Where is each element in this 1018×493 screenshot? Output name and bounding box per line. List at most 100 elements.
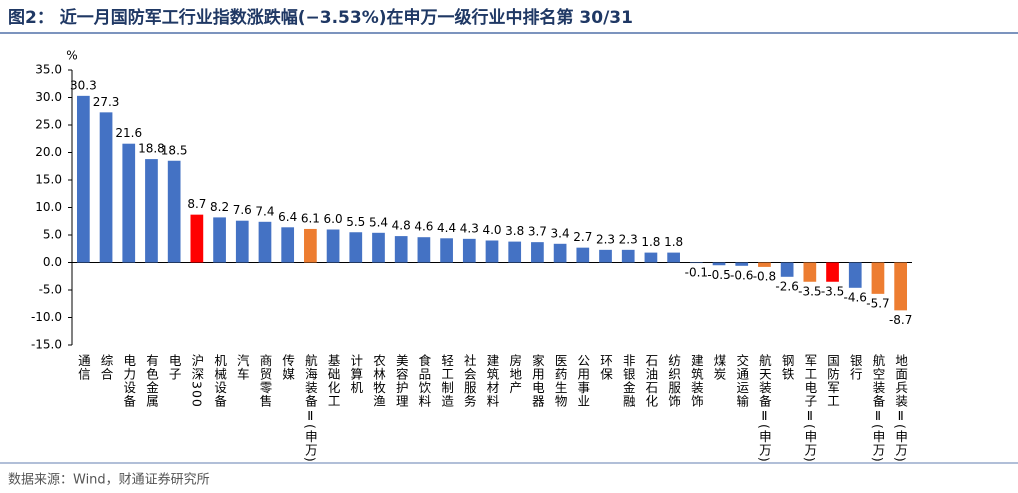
bar (644, 252, 658, 263)
x-tick-label: 房地产 (507, 353, 522, 395)
bar (258, 221, 272, 263)
bar (440, 238, 453, 263)
value-label: -2.6 (775, 279, 798, 293)
value-label: -0.8 (753, 269, 776, 283)
y-tick-label: 15.0 (35, 173, 62, 187)
value-label: 4.6 (414, 220, 433, 234)
x-tick-label: 纺织服饰 (666, 354, 681, 408)
value-label: -0.5 (707, 268, 730, 282)
bar (462, 238, 476, 263)
y-tick-label: 20.0 (35, 145, 62, 159)
value-label: 4.3 (460, 221, 479, 235)
x-tick-label: 基础化工 (326, 354, 341, 408)
y-tick-label: 0.0 (43, 255, 62, 269)
x-tick-label: 国防军工 (825, 354, 840, 408)
value-label: 2.3 (619, 232, 638, 246)
bar (349, 232, 363, 263)
value-label: 27.3 (93, 95, 120, 109)
x-tick-label: 航空装备Ⅱ(申万) (870, 353, 885, 463)
bar (758, 262, 771, 267)
value-label: 21.6 (115, 126, 142, 140)
x-tick-label: 非银金融 (621, 354, 636, 408)
x-tick-label: 地面兵装Ⅱ(申万) (893, 354, 908, 463)
bar (417, 237, 431, 263)
value-label: 1.8 (664, 235, 683, 249)
x-tick-label: 美容护理 (394, 354, 409, 408)
x-tick-label: 交通运输 (734, 353, 749, 408)
x-tick-label: 沪深300 (189, 354, 204, 408)
x-tick-label: 计算机 (348, 354, 363, 395)
bar (576, 247, 590, 263)
x-tick-label: 综合 (99, 354, 114, 381)
bar (621, 249, 635, 263)
bar (145, 159, 158, 263)
x-tick-label: 环保 (598, 354, 613, 381)
bar (213, 217, 226, 263)
x-tick-label: 航海装备Ⅱ(申万) (303, 353, 318, 463)
bar (667, 252, 680, 263)
y-tick-label: 25.0 (35, 118, 62, 132)
y-tick-label: -10.0 (31, 310, 62, 324)
bar (76, 95, 90, 263)
bar (531, 242, 544, 263)
bar (689, 262, 703, 264)
value-label: 18.8 (138, 142, 165, 156)
value-label: 6.0 (324, 212, 343, 226)
value-label: -0.6 (730, 268, 753, 282)
x-tick-label: 通信 (76, 354, 91, 381)
value-label: 3.7 (528, 225, 547, 239)
value-label: 4.0 (482, 223, 501, 237)
x-tick-label: 建筑装饰 (689, 354, 704, 408)
bar (553, 243, 567, 263)
bar (735, 262, 749, 266)
value-label: -5.7 (866, 296, 889, 310)
bar (122, 143, 136, 263)
bar (99, 112, 113, 263)
value-label: -3.5 (798, 284, 821, 298)
y-unit: % (66, 49, 77, 63)
x-tick-label: 社会服务 (462, 353, 477, 408)
y-tick-label: -15.0 (31, 338, 62, 352)
value-label: 7.6 (233, 203, 252, 217)
x-tick-label: 建筑材料 (485, 354, 500, 408)
bar (167, 160, 181, 263)
value-label: 4.4 (437, 221, 456, 235)
x-tick-label: 医药生物 (553, 354, 568, 408)
bar (235, 220, 249, 263)
bar (826, 262, 839, 282)
x-tick-label: 食品饮料 (416, 353, 431, 408)
x-tick-label: 电力设备 (121, 354, 136, 408)
bar (304, 228, 317, 263)
y-tick-label: 30.0 (35, 90, 62, 104)
x-tick-label: 轻工制造 (439, 354, 454, 408)
bar (281, 227, 295, 263)
value-label: 5.4 (369, 215, 388, 229)
bar (508, 241, 522, 263)
x-tick-label: 石油石化 (643, 354, 658, 408)
bar (712, 262, 726, 266)
x-tick-label: 电子 (167, 354, 182, 381)
bar (871, 262, 885, 294)
value-label: 2.3 (596, 232, 615, 246)
bar (394, 236, 408, 263)
bar (599, 249, 612, 263)
bar (485, 240, 499, 263)
x-tick-label: 钢铁 (780, 354, 795, 381)
value-label: -3.5 (821, 284, 844, 298)
value-label: -0.1 (685, 266, 708, 280)
y-tick-label: 35.0 (35, 63, 62, 77)
value-label: 3.8 (505, 224, 524, 238)
value-label: -4.6 (844, 290, 867, 304)
x-tick-label: 银行 (848, 354, 863, 381)
x-tick-label: 农林牧渔 (371, 354, 386, 408)
value-label: 4.8 (392, 219, 411, 233)
x-tick-label: 航天装备Ⅱ(申万) (757, 353, 772, 463)
bar (780, 262, 794, 277)
x-tick-label: 传媒 (280, 353, 295, 381)
x-tick-label: 有色金属 (144, 354, 159, 408)
source: 数据来源：Wind，财通证券研究所 (8, 472, 210, 488)
y-tick-label: 10.0 (35, 200, 62, 214)
value-label: 1.8 (641, 235, 660, 249)
x-tick-label: 家用电器 (530, 353, 545, 408)
